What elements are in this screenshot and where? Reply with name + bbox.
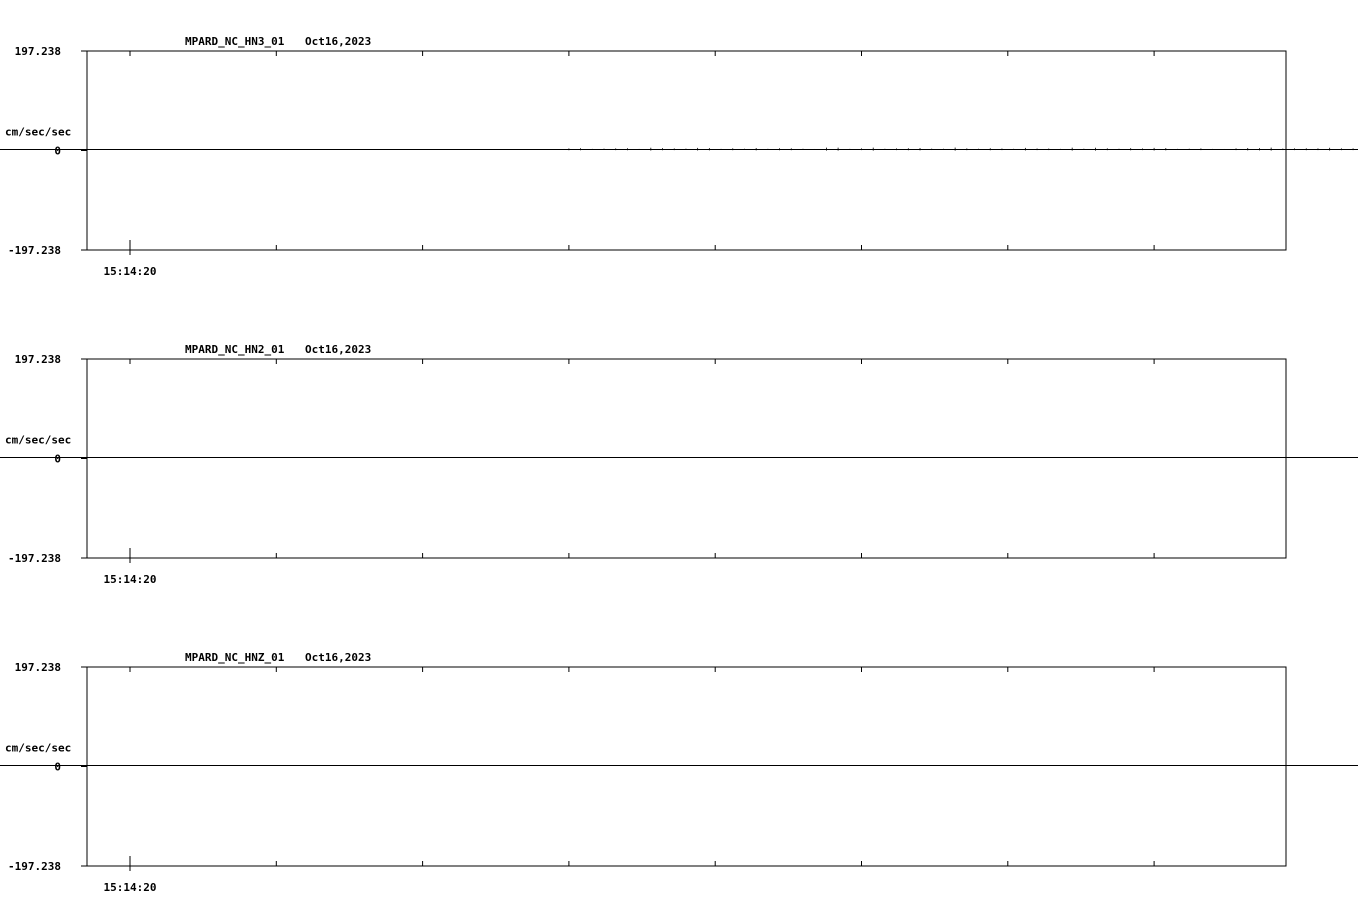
plot-frame — [86, 666, 1287, 867]
y-tick-label-max: 197.238 — [15, 661, 61, 674]
plot-frame — [86, 358, 1287, 559]
plot-frame — [86, 50, 1287, 251]
y-tick-label-max: 197.238 — [15, 353, 61, 366]
date-label: Oct16,2023 — [305, 651, 371, 664]
channel-title: MPARD_NC_HN3_01 — [185, 35, 285, 48]
x-tick-label: 15:14:20 — [104, 573, 157, 586]
date-label: Oct16,2023 — [305, 343, 371, 356]
y-tick-label-min: -197.238 — [8, 860, 61, 873]
seismogram-panel-2: MPARD_NC_HN2_01 Oct16,2023 197.238 0 -197.23… — [0, 343, 1358, 586]
y-tick-label-min: -197.238 — [8, 552, 61, 565]
y-tick-label-zero: 0 — [54, 145, 61, 158]
y-tick-label-zero: 0 — [54, 761, 61, 774]
x-tick-label: 15:14:20 — [104, 265, 157, 278]
x-tick-label: 15:14:20 — [104, 881, 157, 894]
seismogram-panel-3: MPARD_NC_HNZ_01 Oct16,2023 197.238 0 -197.23… — [0, 651, 1358, 894]
y-tick-label-min: -197.238 — [8, 244, 61, 257]
channel-title: MPARD_NC_HN2_01 — [185, 343, 285, 356]
y-axis-label: cm/sec/sec — [5, 434, 71, 447]
channel-title: MPARD_NC_HNZ_01 — [185, 651, 285, 664]
seismogram-panel-1: MPARD_NC_HN3_01 Oct16,2023 197.238 0 -197.23… — [0, 35, 1358, 278]
y-tick-label-zero: 0 — [54, 453, 61, 466]
y-axis-label: cm/sec/sec — [5, 742, 71, 755]
y-tick-label-max: 197.238 — [15, 45, 61, 58]
date-label: Oct16,2023 — [305, 35, 371, 48]
y-axis-label: cm/sec/sec — [5, 126, 71, 139]
